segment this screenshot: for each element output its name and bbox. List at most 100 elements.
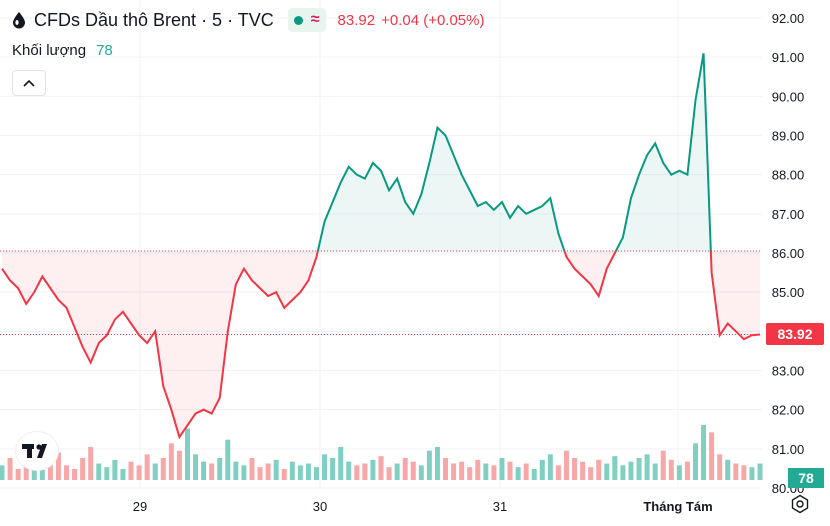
volume-bar [386,467,392,480]
volume-bar [338,447,344,480]
volume-value: 78 [96,42,113,59]
volume-bar [644,454,650,480]
tradingview-logo[interactable] [16,432,58,470]
current-price-badge: 83.92 [766,323,824,346]
volume-bar [112,459,118,480]
volume-bar [572,458,578,480]
volume-bar [555,465,561,480]
volume-bar [217,458,223,480]
volume-bar [539,459,545,480]
volume-bar [676,465,682,480]
y-tick-label: 86.00 [772,246,805,261]
volume-bar [152,463,158,480]
volume-bar [47,461,53,480]
volume-bar [749,467,755,480]
volume-bar [491,465,497,480]
volume-bar [402,458,408,480]
price-change: +0.04 (+0.05%) [381,11,485,29]
volume-bar [652,463,658,480]
volume-bar [733,463,739,480]
volume-bar [370,459,376,480]
x-tick-label: Tháng Tám [643,499,712,514]
volume-bar [410,461,416,480]
volume-bar [741,465,747,480]
y-tick-label: 88.00 [772,168,805,183]
volume-bar [241,465,247,480]
symbol-legend: CFDs Dầu thô Brent · 5 · TVC ≈ 83.92 +0.… [10,8,484,32]
volume-bar [483,463,489,480]
volume-bar [96,463,102,480]
y-tick-label: 82.00 [772,403,805,418]
volume-bar [725,459,731,480]
volume-bar [15,469,21,480]
volume-bar [313,467,319,480]
volume-bar [717,454,723,480]
volume-bar [692,443,698,480]
volume-bar [346,461,352,480]
volume-bar [563,450,569,480]
volume-legend: Khối lượng 78 [12,42,113,59]
y-tick-label: 85.00 [772,285,805,300]
volume-bar [443,458,449,480]
area-fill-up [317,53,711,252]
volume-bar [426,450,432,480]
volume-bar [104,467,110,480]
y-tick-label: 81.00 [772,442,805,457]
volume-bar [233,461,239,480]
volume-bar [273,459,279,480]
y-tick-label: 91.00 [772,50,805,65]
volume-bar [0,465,5,480]
volume-bar [507,461,513,480]
volume-label[interactable]: Khối lượng [12,42,87,59]
volume-bar [184,428,190,480]
volume-bar [660,450,666,480]
volume-bar [467,467,473,480]
volume-bar [31,463,37,480]
x-tick-label: 30 [313,499,327,514]
volume-bar [709,432,715,480]
last-price: 83.92 [337,11,376,29]
volume-bar [499,458,505,480]
volume-bar [281,469,287,480]
volume-bar [547,454,553,480]
chevron-up-icon [23,74,35,92]
volume-bar [604,463,610,480]
market-open-dot [293,15,303,25]
market-status[interactable]: ≈ [287,8,326,32]
volume-bar [120,469,126,480]
volume-bar [64,465,70,480]
volume-bar [289,461,295,480]
volume-bar [596,459,602,480]
volume-bar [193,454,199,480]
gear-icon [790,494,810,519]
x-tick-label: 31 [493,499,507,514]
volume-bar [580,461,586,480]
volume-bar [636,458,642,480]
volume-bar [354,465,360,480]
volume-bar [305,463,311,480]
volume-bar [459,461,465,480]
volume-bar [612,456,618,480]
volume-bar [628,461,634,480]
collapse-button[interactable] [12,70,46,96]
wave-icon: ≈ [310,11,320,28]
volume-bar [451,463,457,480]
volume-bar [168,443,174,480]
settings-button[interactable] [788,494,812,518]
volume-bar [701,425,707,480]
volume-bar [523,463,529,480]
volume-bar [418,465,424,480]
volume-bar [475,459,481,480]
price-line-down [1,251,761,440]
volume-bar [80,458,86,480]
y-tick-label: 87.00 [772,207,805,222]
volume-bar [588,467,594,480]
volume-bar [144,454,150,480]
symbol-title[interactable]: CFDs Dầu thô Brent · 5 · TVC [34,9,274,30]
volume-bar [209,463,215,480]
volume-bar [55,452,61,480]
volume-bar [322,454,328,480]
volume-bar [362,463,368,480]
